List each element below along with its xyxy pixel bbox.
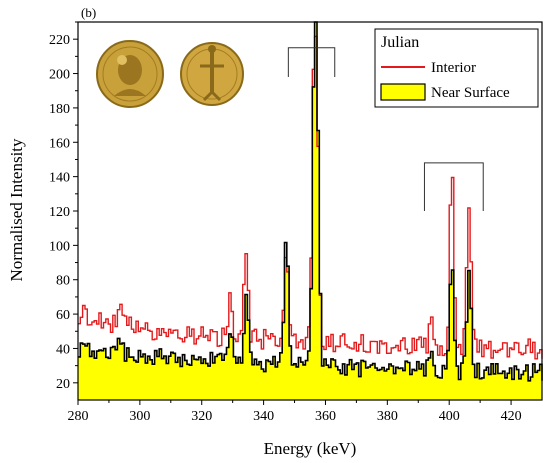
y-tick-label: 180 [49, 102, 70, 117]
panel-label: (b) [81, 5, 96, 20]
y-tick-label: 20 [56, 377, 70, 392]
brackets-layer [287, 47, 484, 211]
peak-bracket [423, 162, 484, 211]
y-tick-label: 220 [49, 33, 70, 48]
peak-bracket [287, 47, 336, 77]
legend: Julian Interior Near Surface [374, 28, 539, 108]
x-tick-label: 320 [191, 409, 212, 424]
y-tick-label: 80 [56, 274, 70, 289]
legend-entry-interior: Interior [431, 60, 476, 76]
y-tick-label: 140 [49, 171, 70, 186]
y-tick-label: 40 [56, 342, 70, 357]
coins-image [96, 40, 244, 108]
y-tick-label: 120 [49, 205, 70, 220]
coin-reverse-icon [180, 42, 244, 106]
y-axis-ticks: 20 40 60 80 100 120 140 160 180 200 220 [49, 21, 78, 392]
legend-title: Julian [381, 34, 419, 51]
x-tick-label: 420 [501, 409, 522, 424]
series-layer [78, 21, 543, 400]
x-axis-title: Energy (keV) [264, 439, 357, 458]
legend-entry-near-surface: Near Surface [431, 85, 510, 101]
x-tick-label: 280 [68, 409, 89, 424]
y-tick-label: 100 [49, 239, 70, 254]
x-tick-label: 340 [253, 409, 274, 424]
legend-swatch-near-surface [380, 83, 426, 101]
x-tick-label: 380 [377, 409, 398, 424]
x-tick-label: 300 [129, 409, 150, 424]
y-tick-label: 60 [56, 308, 70, 323]
x-axis-ticks: 280 300 320 340 360 380 400 420 [68, 400, 522, 424]
series-interior-line [78, 35, 543, 360]
x-tick-label: 400 [439, 409, 460, 424]
x-tick-label: 360 [315, 409, 336, 424]
coin-obverse-icon [96, 40, 164, 108]
y-tick-label: 200 [49, 68, 70, 83]
y-axis-title: Normalised Intensity [7, 138, 26, 282]
y-tick-label: 160 [49, 136, 70, 151]
series-near-surface-line [78, 21, 543, 382]
